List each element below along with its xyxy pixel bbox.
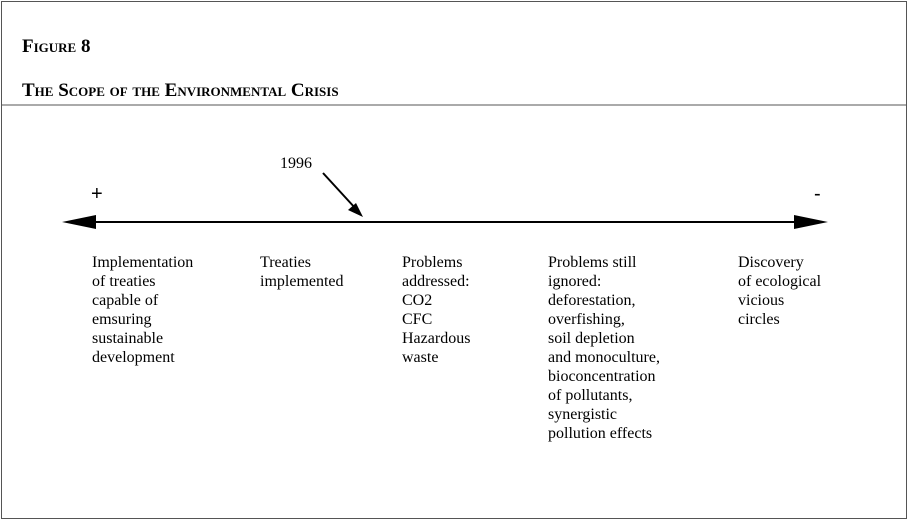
stage-line: Discovery [738, 254, 804, 271]
stage-line: Hazardous [402, 330, 470, 347]
stage-line: vicious [738, 292, 784, 309]
stage-line: Problems [402, 254, 462, 271]
stage-line: bioconcentration [548, 368, 656, 385]
stage-line: implemented [260, 273, 344, 290]
stage-line: CO2 [402, 292, 432, 309]
stage-line: development [92, 349, 175, 366]
stage-line: soil depletion [548, 330, 635, 347]
stage-line: Treaties [260, 254, 311, 271]
stage-line: ignored: [548, 273, 601, 290]
stage-line: and monoculture, [548, 349, 660, 366]
figure-title: The Scope of the Environmental Crisis [22, 80, 339, 101]
stage-line: CFC [402, 311, 432, 328]
stage-line: Problems still [548, 254, 637, 271]
stage-line: emsuring [92, 311, 152, 328]
stage-line: pollution effects [548, 425, 652, 442]
stage-line: deforestation, [548, 292, 636, 309]
arrow-left [62, 215, 96, 229]
stage-line: of treaties [92, 273, 156, 290]
stage-line: waste [402, 349, 438, 366]
year-pointer-head [348, 203, 363, 217]
year-label: 1996 [280, 155, 312, 172]
stage-line: of pollutants, [548, 387, 632, 404]
stage-line: circles [738, 311, 780, 328]
figure-label: Figure 8 [22, 36, 90, 57]
year-pointer [322, 172, 357, 210]
stage-line: synergistic [548, 406, 617, 423]
stage-line: overfishing, [548, 311, 625, 328]
stage-line: sustainable [92, 330, 163, 347]
stages: Implementation of treaties capable of emsur… [92, 254, 822, 442]
stage-line: Implementation [92, 254, 193, 271]
right-end: - [814, 183, 821, 205]
stage-line: addressed: [402, 273, 470, 290]
stage-line: capable of [92, 292, 159, 309]
left-end: + [91, 183, 103, 205]
stage-line: of ecological [738, 273, 822, 290]
arrow-right [794, 215, 828, 229]
